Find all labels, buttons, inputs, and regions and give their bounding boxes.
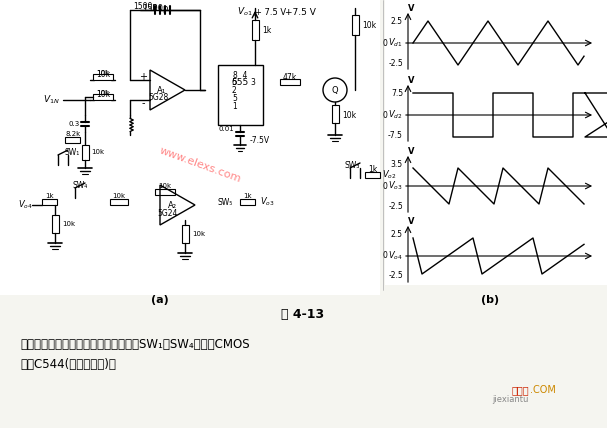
Text: 10k: 10k	[97, 70, 109, 76]
Text: 1500p: 1500p	[142, 3, 168, 12]
Text: 555: 555	[231, 77, 249, 86]
Text: 0: 0	[382, 181, 387, 190]
Text: $V_{1N}$: $V_{1N}$	[43, 94, 60, 106]
Bar	[65, 137, 80, 143]
Text: 1k: 1k	[243, 193, 253, 199]
Bar	[42, 199, 57, 205]
Text: -2.5: -2.5	[388, 59, 403, 68]
Text: SW₄: SW₄	[72, 181, 87, 190]
Text: 10k: 10k	[91, 149, 104, 155]
Text: 5: 5	[232, 93, 237, 102]
Text: (b): (b)	[481, 295, 499, 305]
Text: .COM: .COM	[530, 385, 556, 395]
Text: 0.3: 0.3	[69, 121, 80, 127]
Text: SW₃: SW₃	[345, 160, 361, 169]
Bar	[385, 0, 607, 285]
Text: 47k: 47k	[283, 72, 297, 81]
Text: 5G24: 5G24	[158, 208, 178, 217]
Text: 1k: 1k	[46, 193, 54, 199]
Circle shape	[323, 78, 347, 102]
Text: (a): (a)	[151, 295, 169, 305]
Text: $V_{o2}$: $V_{o2}$	[382, 169, 396, 181]
Bar	[352, 15, 359, 35]
Bar	[155, 189, 175, 195]
Text: 10k: 10k	[112, 193, 126, 199]
Text: $V_{o1}$: $V_{o1}$	[237, 6, 253, 18]
Text: $V_{d1}$: $V_{d1}$	[388, 37, 403, 49]
Text: 10k: 10k	[96, 89, 110, 98]
Text: 电路C544(四双向开关)。: 电路C544(四双向开关)。	[20, 359, 116, 372]
Bar	[218, 65, 263, 125]
Text: 0.01: 0.01	[219, 126, 234, 132]
Bar	[252, 20, 259, 40]
Bar	[182, 225, 189, 243]
Text: 2.5: 2.5	[391, 17, 403, 26]
Text: 图 4-13: 图 4-13	[282, 309, 325, 321]
Text: 3: 3	[250, 77, 255, 86]
Bar	[82, 145, 89, 160]
Text: 接线图: 接线图	[511, 385, 529, 395]
Bar	[280, 79, 300, 85]
Text: www.elexs.com: www.elexs.com	[158, 146, 242, 184]
Text: 2.5: 2.5	[391, 229, 403, 238]
Text: -2.5: -2.5	[388, 271, 403, 280]
Bar	[365, 172, 380, 178]
Text: 0: 0	[382, 110, 387, 119]
Text: $V_{o3}$: $V_{o3}$	[388, 180, 403, 192]
Text: $V_{d2}$: $V_{d2}$	[388, 109, 403, 121]
Text: 1k: 1k	[368, 164, 378, 173]
Bar	[0, 0, 380, 295]
Text: 10k: 10k	[96, 69, 110, 78]
Bar	[93, 74, 113, 80]
Text: 8  4: 8 4	[233, 71, 247, 80]
Text: $V_{o3}$: $V_{o3}$	[260, 196, 274, 208]
Text: SW₁: SW₁	[65, 148, 80, 157]
Text: -7.5: -7.5	[388, 131, 403, 140]
Text: 0: 0	[382, 252, 387, 261]
Text: 10k: 10k	[62, 221, 75, 227]
Text: 10k: 10k	[97, 90, 109, 96]
Text: $V_{o4}$: $V_{o4}$	[388, 250, 403, 262]
Text: 0: 0	[382, 39, 387, 48]
Text: 3.5: 3.5	[391, 160, 403, 169]
Text: +: +	[139, 72, 147, 82]
Bar	[110, 199, 128, 205]
Text: 8.2k: 8.2k	[66, 131, 81, 137]
Text: +7.5 V: +7.5 V	[285, 8, 316, 17]
Bar	[52, 215, 59, 233]
Text: Q: Q	[331, 86, 338, 95]
Text: 1: 1	[232, 101, 237, 110]
Text: 10k: 10k	[362, 21, 376, 30]
Text: SW₅: SW₅	[217, 197, 232, 206]
Text: -: -	[141, 98, 144, 108]
Text: $V_{o4}$: $V_{o4}$	[18, 199, 33, 211]
Text: 6: 6	[232, 77, 237, 86]
Text: 2: 2	[232, 86, 237, 95]
Text: -2.5: -2.5	[388, 202, 403, 211]
Text: A₂: A₂	[168, 200, 177, 209]
Bar	[332, 105, 339, 123]
Bar	[240, 199, 255, 205]
Text: + 7.5 V: + 7.5 V	[255, 8, 286, 17]
Text: -7.5V: -7.5V	[250, 136, 270, 145]
Bar	[93, 94, 113, 100]
Text: 容的容量就可变换系数。图中模拟开关SW₁～SW₄可采用CMOS: 容的容量就可变换系数。图中模拟开关SW₁～SW₄可采用CMOS	[20, 339, 249, 351]
Text: 1k: 1k	[262, 26, 271, 35]
Text: 5G28: 5G28	[148, 92, 168, 101]
Text: V: V	[408, 75, 415, 84]
Text: 7.5: 7.5	[391, 89, 403, 98]
Text: 10k: 10k	[158, 183, 172, 189]
Text: 10k: 10k	[192, 231, 205, 237]
Text: A₁: A₁	[157, 86, 166, 95]
Text: jiexiantu: jiexiantu	[492, 395, 528, 404]
Text: V: V	[408, 3, 415, 12]
Text: V: V	[408, 146, 415, 155]
Text: V: V	[408, 217, 415, 226]
Text: 1500p: 1500p	[133, 2, 157, 11]
Text: 10k: 10k	[342, 110, 356, 119]
